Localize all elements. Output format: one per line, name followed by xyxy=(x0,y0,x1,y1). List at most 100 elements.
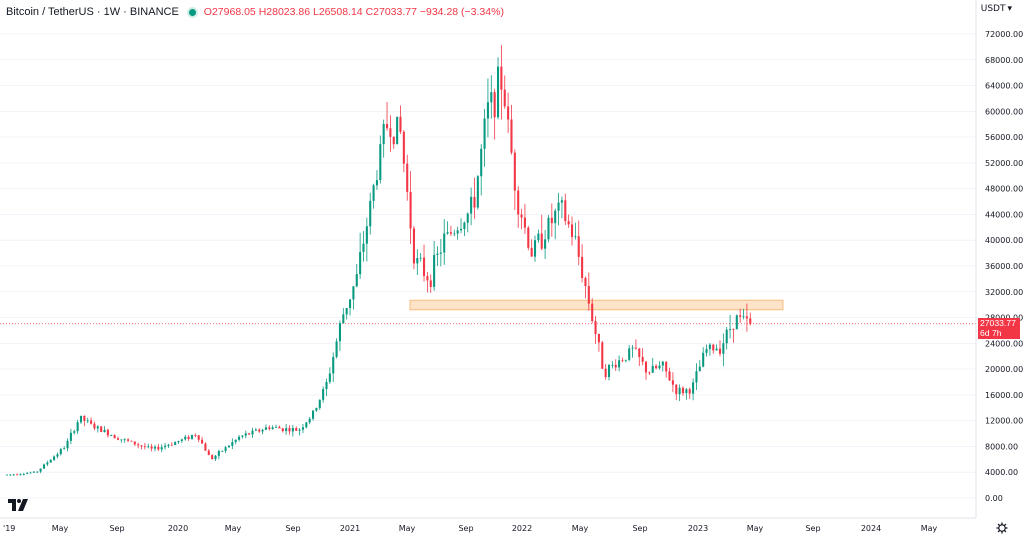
candle-body xyxy=(439,252,442,254)
candle-body xyxy=(365,226,368,244)
candle-body xyxy=(349,299,352,309)
time-tick-label: 2020 xyxy=(168,524,188,533)
candle-body xyxy=(668,371,671,381)
price-tick-label: 20000.00 xyxy=(985,365,1023,374)
candle-body xyxy=(221,450,224,452)
candle-body xyxy=(127,439,130,441)
candle-body xyxy=(409,191,412,229)
candle-body xyxy=(160,447,163,450)
candle-body xyxy=(416,258,419,264)
settings-gear-icon[interactable] xyxy=(996,521,1008,534)
candle-body xyxy=(382,124,385,145)
price-tick-label: 40000.00 xyxy=(985,236,1023,245)
candle-body xyxy=(594,321,597,334)
candle-body xyxy=(577,236,580,257)
candle-body xyxy=(26,473,29,474)
candle-body xyxy=(211,455,214,460)
time-tick-label: 2024 xyxy=(861,524,881,533)
candle-body xyxy=(681,387,685,394)
candle-body xyxy=(69,432,72,441)
candle-body xyxy=(466,213,469,223)
candle-body xyxy=(527,227,530,248)
candle-body xyxy=(449,232,452,234)
time-tick-label: Sep xyxy=(285,524,300,533)
candle-body xyxy=(611,364,614,366)
candle-body xyxy=(456,230,459,234)
candle-body xyxy=(601,342,604,369)
time-tick-label: 2023 xyxy=(688,524,708,533)
candle-body xyxy=(554,210,557,224)
price-axis: 72000.00 68000.00 64000.00 60000.00 56000.00… xyxy=(985,30,1023,503)
chart-grid xyxy=(0,33,976,499)
candle-body xyxy=(375,180,378,186)
candle-body xyxy=(362,243,365,252)
candle-body xyxy=(638,348,641,357)
candle-body xyxy=(86,420,89,422)
candle-body xyxy=(628,348,631,360)
candle-body xyxy=(735,315,738,330)
time-tick-label: May xyxy=(921,524,938,533)
candle-body xyxy=(634,347,637,349)
close-label: C xyxy=(365,6,374,18)
candle-body xyxy=(288,428,291,432)
candle-body xyxy=(480,148,483,177)
candle-body xyxy=(708,344,711,350)
candle-body xyxy=(540,233,543,249)
candle-body xyxy=(116,438,120,440)
close-value: 27033.77 xyxy=(373,6,417,18)
currency-selector[interactable]: USDT ▾ xyxy=(981,4,1012,14)
tradingview-logo[interactable] xyxy=(8,498,30,515)
candle-body xyxy=(422,257,426,277)
candle-body xyxy=(234,439,237,443)
candle-body xyxy=(389,128,392,137)
candle-body xyxy=(729,328,732,330)
candle-body xyxy=(739,315,742,317)
high-label: H xyxy=(258,6,267,18)
open-label: O xyxy=(203,6,212,18)
tradingview-logo-icon xyxy=(8,499,28,511)
candle-body xyxy=(36,471,39,473)
candle-body xyxy=(46,462,49,465)
candle-body xyxy=(79,415,83,423)
candle-body xyxy=(567,221,570,225)
time-tick-label: 2021 xyxy=(340,524,360,533)
candle-body xyxy=(39,468,42,472)
candle-body xyxy=(201,439,204,444)
candle-body xyxy=(510,119,513,153)
resistance-zone[interactable] xyxy=(409,299,784,311)
candle-body xyxy=(224,447,227,451)
candle-body xyxy=(732,328,735,330)
candle-body xyxy=(217,451,220,456)
time-tick-label: Sep xyxy=(632,524,647,533)
candle-body xyxy=(722,343,725,354)
candle-body xyxy=(651,365,654,373)
candle-body xyxy=(184,436,187,440)
candle-body xyxy=(392,136,395,145)
candle-body xyxy=(322,389,325,400)
candle-body xyxy=(725,329,728,344)
time-tick-label: May xyxy=(572,524,589,533)
candle-body xyxy=(96,426,99,429)
time-tick-label: May xyxy=(52,524,69,533)
candle-body xyxy=(143,446,146,448)
candle-body xyxy=(103,429,106,433)
candle-body xyxy=(164,445,167,448)
candle-body xyxy=(345,308,348,315)
candle-body xyxy=(231,442,234,446)
time-tick-label: May xyxy=(225,524,242,533)
candle-body xyxy=(379,144,382,181)
candle-body xyxy=(399,116,402,132)
candle-body xyxy=(692,382,695,394)
candle-body xyxy=(170,444,173,446)
candlestick-series xyxy=(5,45,752,476)
candle-body xyxy=(385,124,389,129)
symbol-title[interactable]: Bitcoin / TetherUS · 1W · BINANCE xyxy=(6,6,179,18)
candle-body xyxy=(557,202,560,211)
candle-body xyxy=(63,448,66,450)
candle-body xyxy=(591,303,594,322)
candle-body xyxy=(624,359,627,361)
candle-body xyxy=(396,116,399,145)
candle-body xyxy=(486,102,489,119)
candle-body xyxy=(248,433,251,435)
